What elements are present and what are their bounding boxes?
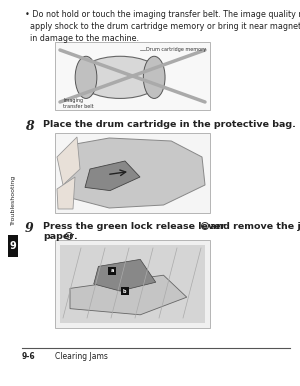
Bar bbox=[60, 245, 205, 323]
Text: 9-6: 9-6 bbox=[22, 352, 36, 361]
Text: a: a bbox=[111, 268, 114, 273]
Text: b: b bbox=[123, 289, 127, 293]
Text: 8: 8 bbox=[25, 120, 34, 133]
Text: a: a bbox=[203, 223, 206, 229]
Text: .: . bbox=[74, 232, 78, 241]
Text: Press the green lock release lever: Press the green lock release lever bbox=[43, 222, 225, 231]
Text: Drum cartridge memory: Drum cartridge memory bbox=[146, 47, 206, 52]
Text: Troubleshooting: Troubleshooting bbox=[11, 175, 16, 225]
Polygon shape bbox=[57, 177, 75, 209]
Text: paper: paper bbox=[43, 232, 74, 241]
Text: 9: 9 bbox=[10, 241, 16, 251]
Bar bbox=[55, 133, 210, 213]
Ellipse shape bbox=[77, 56, 163, 98]
Polygon shape bbox=[57, 137, 80, 185]
Text: • Do not hold or touch the imaging transfer belt. The image quality may deterior: • Do not hold or touch the imaging trans… bbox=[25, 10, 300, 43]
Bar bbox=[55, 42, 210, 110]
Polygon shape bbox=[85, 161, 140, 191]
Text: and remove the jammed: and remove the jammed bbox=[210, 222, 300, 231]
Text: b: b bbox=[68, 234, 70, 239]
Text: Clearing Jams: Clearing Jams bbox=[55, 352, 108, 361]
Polygon shape bbox=[70, 275, 187, 315]
Polygon shape bbox=[65, 138, 205, 208]
Bar bbox=[8, 235, 18, 257]
Text: Place the drum cartridge in the protective bag.: Place the drum cartridge in the protecti… bbox=[43, 120, 296, 129]
Text: Imaging
transfer belt: Imaging transfer belt bbox=[63, 98, 94, 109]
Text: 9: 9 bbox=[25, 222, 34, 235]
Bar bbox=[121, 287, 129, 295]
Polygon shape bbox=[94, 259, 156, 291]
Bar bbox=[55, 240, 210, 328]
Ellipse shape bbox=[75, 56, 97, 98]
Ellipse shape bbox=[143, 56, 165, 98]
Bar bbox=[108, 267, 116, 275]
